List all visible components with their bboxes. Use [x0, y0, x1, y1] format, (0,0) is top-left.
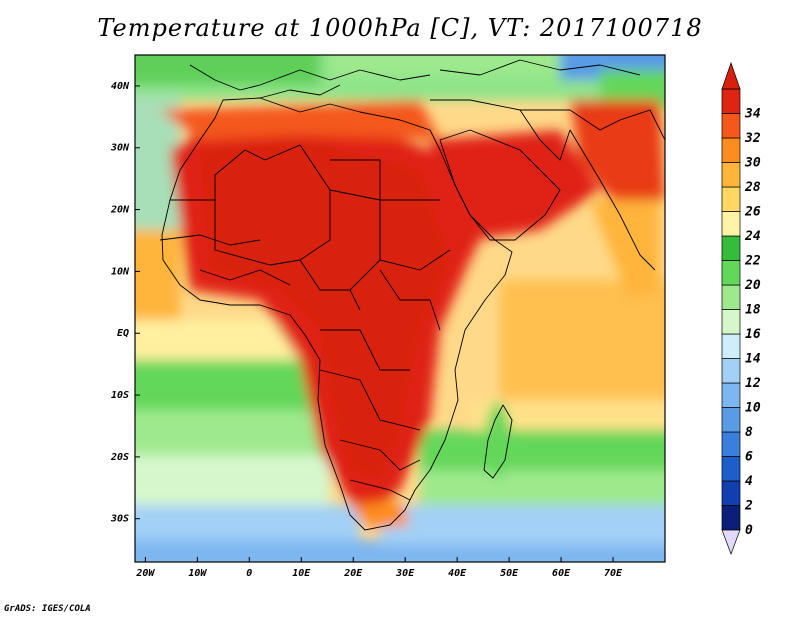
colorbar-swatch [721, 456, 741, 482]
colorbar-label: 34 [744, 107, 761, 122]
colorbar-swatch [721, 211, 741, 237]
lon-tick-label: 10E [292, 568, 311, 579]
lat-tick-label: 10N [111, 266, 130, 277]
colorbar-label: 10 [745, 401, 761, 416]
colorbar-swatch [721, 88, 741, 114]
map-title: Temperature at 1000hPa [C], VT: 20171007… [97, 14, 703, 42]
colorbar-label: 12 [745, 376, 761, 391]
temperature-field [135, 55, 665, 562]
lon-tick-label: 60E [552, 568, 571, 579]
lon-tick-label: 70E [604, 568, 623, 579]
colorbar-label: 22 [744, 254, 761, 269]
colorbar-label: 14 [745, 352, 761, 367]
coastlines [159, 59, 665, 531]
colorbar-label: 18 [745, 303, 761, 318]
lat-tick-label: 10S [111, 390, 129, 401]
map-frame [134, 54, 666, 563]
colorbar-label: 24 [744, 229, 761, 244]
credit-text: GrADS: IGES/COLA [4, 604, 91, 614]
colorbar-label: 6 [745, 450, 753, 465]
lon-tick-label: 30E [395, 568, 415, 579]
colorbar-swatch [721, 480, 741, 506]
colorbar-swatch [721, 407, 741, 433]
colorbar-swatch [721, 137, 741, 163]
colorbar-under-triangle [721, 529, 741, 555]
longitude-axis: 20W 10W 0 10E 20E 30E 40E 50E 60E 70E [135, 557, 623, 579]
lon-tick-label: 10W [188, 568, 207, 579]
colorbar-swatch [721, 284, 741, 310]
lon-tick-label: 50E [500, 568, 519, 579]
colorbar-swatch [721, 260, 741, 286]
lat-tick-label: 30N [110, 143, 130, 154]
colorbar-swatch [721, 309, 741, 335]
lat-tick-label: EQ [117, 328, 129, 339]
lat-tick-label: 20N [110, 205, 130, 216]
colorbar-swatch [721, 358, 741, 384]
colorbar-label: 28 [744, 180, 761, 195]
colorbar-label: 0 [745, 523, 753, 538]
colorbar-swatch [721, 235, 741, 261]
colorbar-swatch [721, 505, 741, 531]
colorbar-label: 26 [744, 205, 761, 220]
lon-tick-label: 0 [246, 568, 252, 579]
lon-tick-label: 20W [135, 568, 155, 579]
colorbar-label: 4 [745, 474, 753, 489]
colorbar-label: 30 [744, 156, 761, 171]
colorbar-swatch [721, 186, 741, 212]
colorbar-swatch [721, 431, 741, 457]
colorbar-over-triangle [721, 61, 741, 90]
colorbar-swatch [721, 162, 741, 188]
lat-tick-label: 30S [110, 514, 129, 525]
colorbar-swatch [721, 113, 741, 139]
lon-tick-label: 40E [448, 568, 467, 579]
lat-tick-label: 40N [111, 81, 130, 92]
colorbar-swatch [721, 382, 741, 408]
lat-tick-label: 20S [110, 452, 129, 463]
lon-tick-label: 20E [343, 568, 363, 579]
colorbar-label: 8 [745, 425, 753, 440]
colorbar-label: 20 [744, 278, 761, 293]
colorbar-swatch [721, 333, 741, 359]
latitude-axis: 40N 30N 20N 10N EQ 10S 20S 30S [110, 81, 140, 525]
colorbar-label: 16 [745, 327, 761, 342]
colorbar-label: 32 [744, 131, 761, 146]
colorbar-label: 2 [744, 499, 753, 514]
